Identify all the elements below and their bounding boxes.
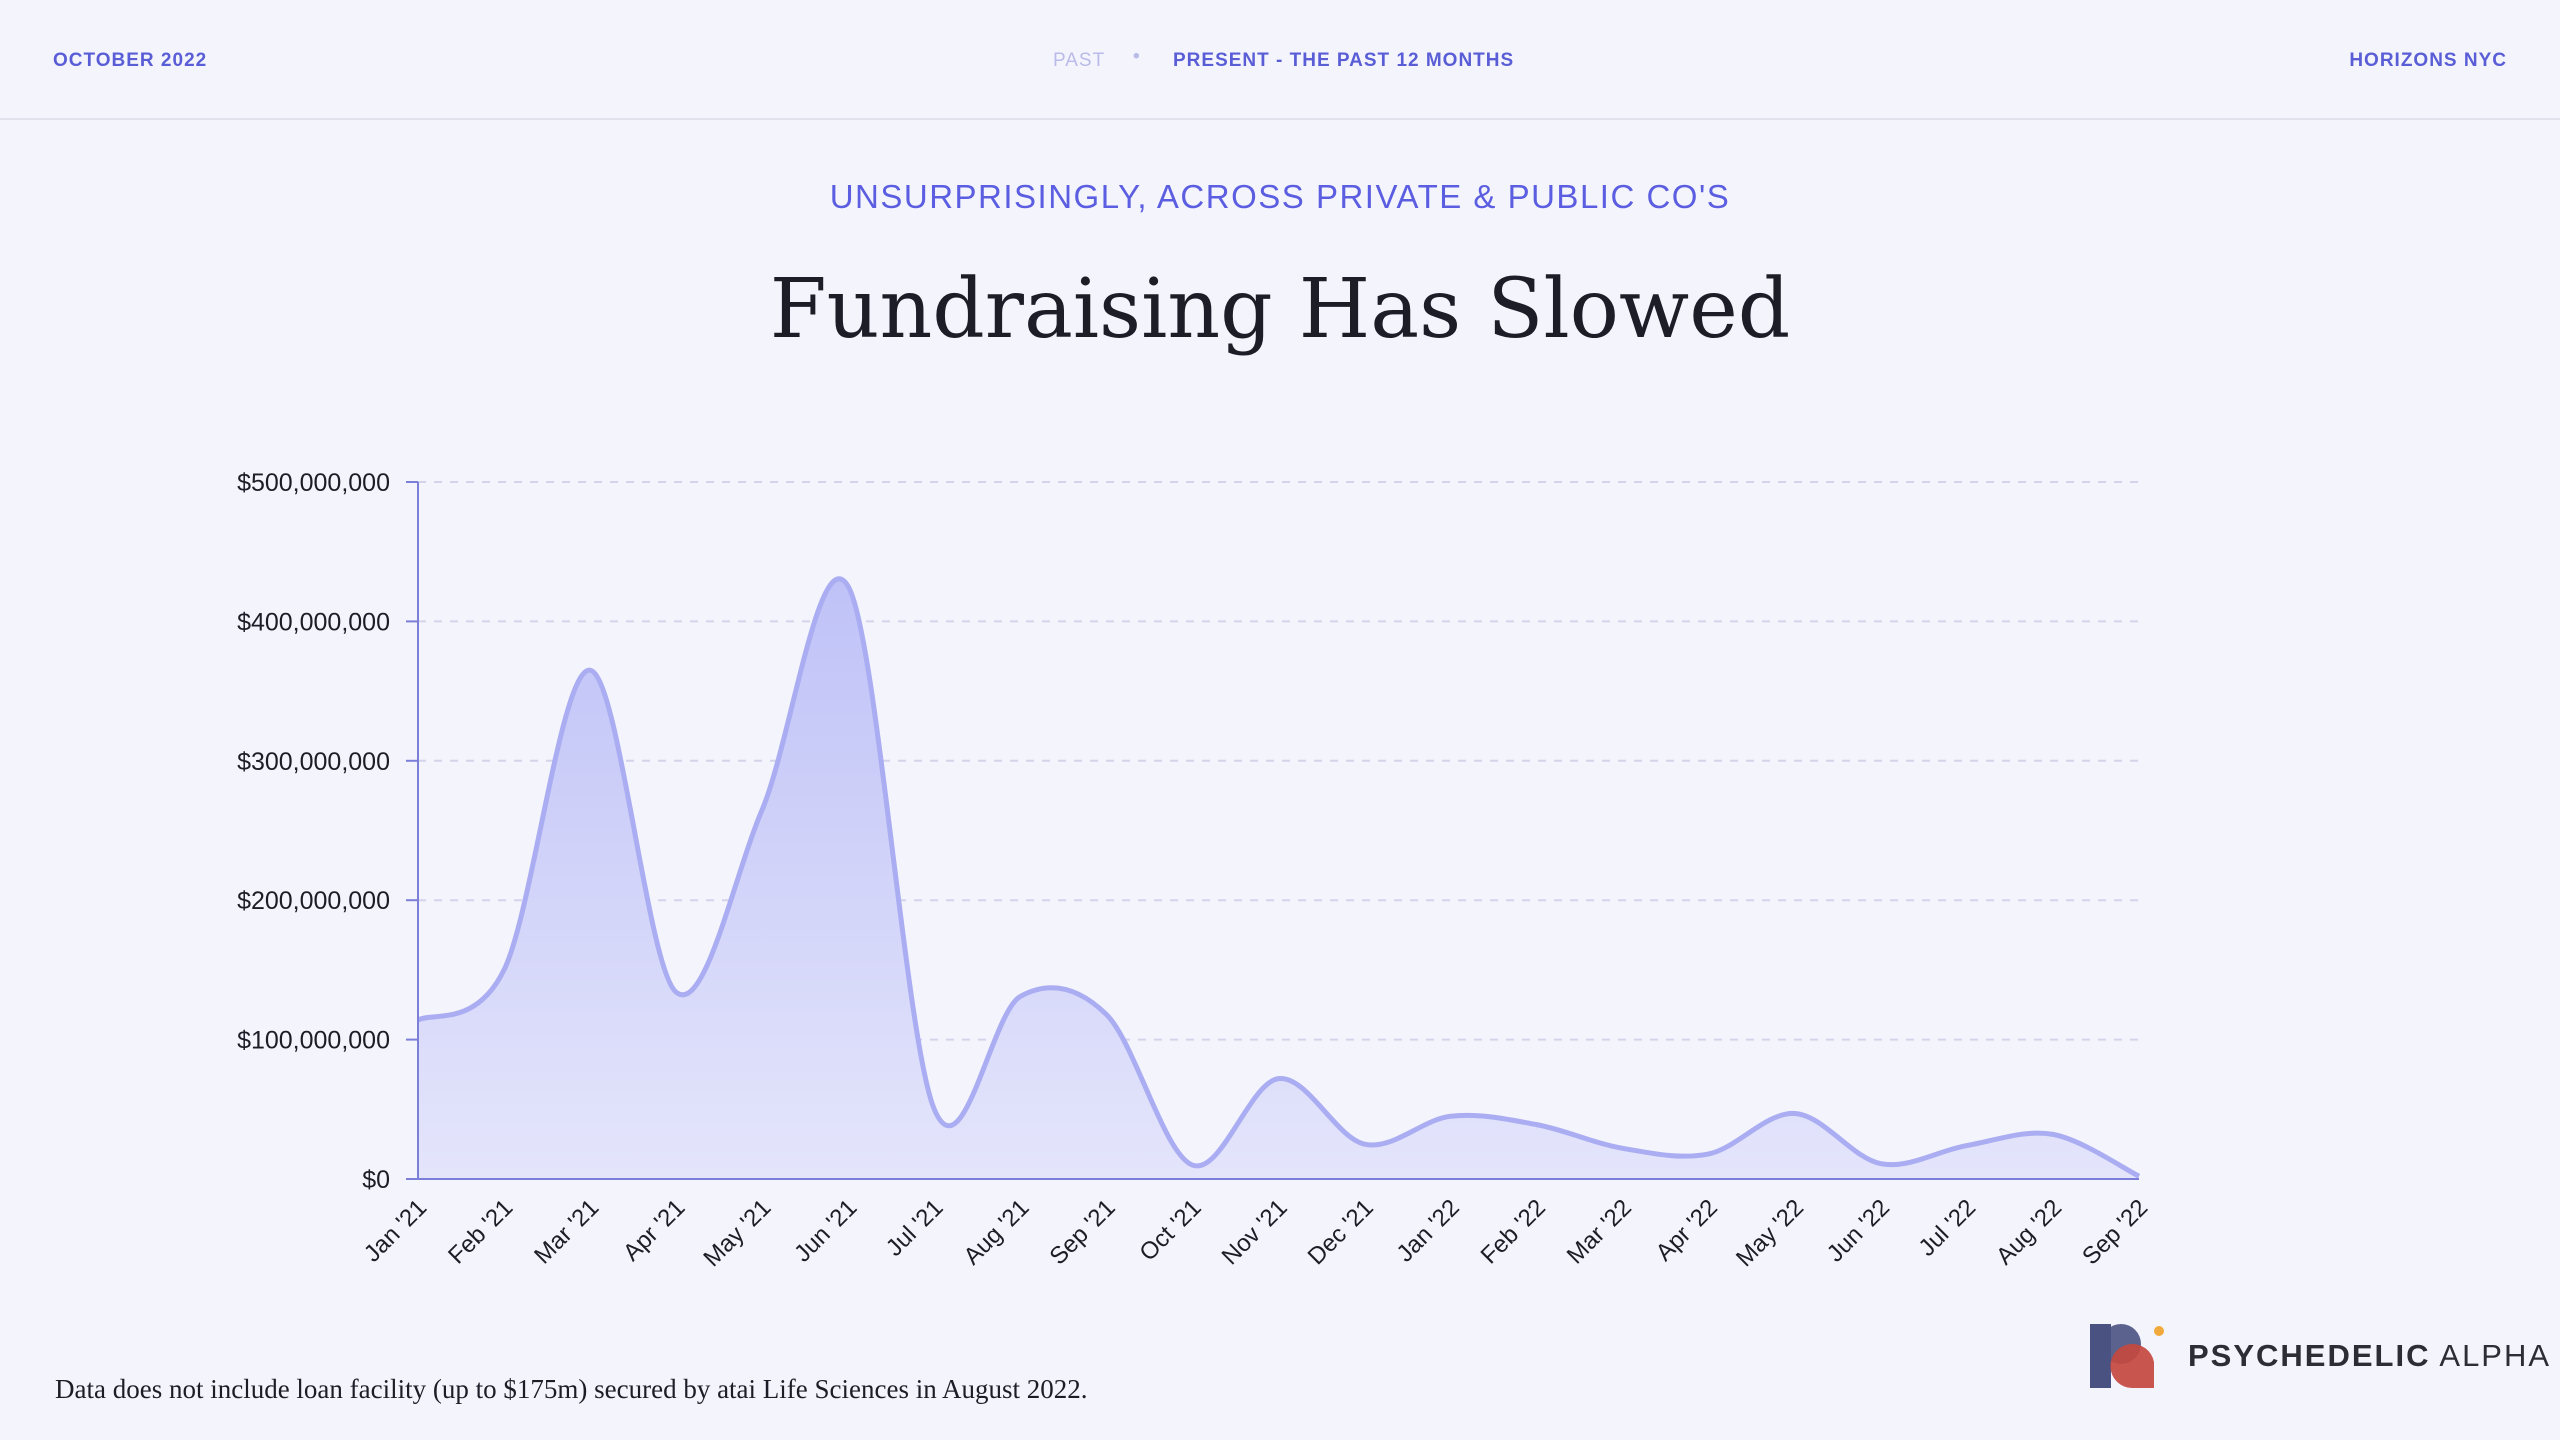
header-event: HORIZONS NYC xyxy=(2349,50,2507,71)
psychedelic-alpha-logo-icon xyxy=(2090,1324,2164,1388)
x-tick-label: Oct '21 xyxy=(1134,1194,1206,1266)
brand-name: PSYCHEDELIC ALPHA xyxy=(2188,1338,2551,1374)
gridlines xyxy=(418,481,2139,1041)
y-tick-label: $300,000,000 xyxy=(237,748,390,776)
brand-word-2: ALPHA xyxy=(2439,1338,2552,1373)
x-tick-label: Aug '22 xyxy=(1991,1194,2067,1270)
header-date: OCTOBER 2022 xyxy=(53,50,208,71)
x-tick-label: May '21 xyxy=(698,1194,776,1272)
header-present: PRESENT - THE PAST 12 MONTHS xyxy=(1173,50,1515,71)
x-tick-label: Feb '22 xyxy=(1476,1194,1551,1269)
header-separator: • xyxy=(1133,46,1141,67)
axes xyxy=(406,481,2139,1180)
y-tick-label: $0 xyxy=(362,1166,390,1194)
x-tick-label: Feb '21 xyxy=(443,1194,518,1269)
area-fill xyxy=(418,578,2139,1179)
x-tick-label: Apr '21 xyxy=(618,1194,690,1266)
x-tick-label: Sep '22 xyxy=(2077,1194,2153,1270)
x-tick-label: May '22 xyxy=(1731,1194,1809,1272)
y-tick-label: $200,000,000 xyxy=(237,887,390,915)
series-line xyxy=(416,576,2141,1179)
x-tick-label: Mar '21 xyxy=(529,1194,604,1269)
x-tick-label: Jun '21 xyxy=(789,1194,862,1267)
x-tick-label: Sep '21 xyxy=(1045,1194,1121,1270)
footnote: Data does not include loan facility (up … xyxy=(55,1374,1088,1404)
brand-word-1: PSYCHEDELIC xyxy=(2188,1338,2431,1373)
x-tick-label: Jul '22 xyxy=(1914,1194,1982,1262)
x-tick-label: Nov '21 xyxy=(1217,1194,1293,1270)
header-past: PAST xyxy=(1053,50,1106,71)
x-tick-label: Jun '22 xyxy=(1822,1194,1895,1267)
area-chart: $0 $100,000,000 $200,000,000 $300,000,000 $4… xyxy=(237,469,2153,1272)
y-tick-label: $100,000,000 xyxy=(237,1027,390,1055)
chart-title: Fundraising Has Slowed xyxy=(769,262,1791,357)
y-tick-labels: $0 $100,000,000 $200,000,000 $300,000,000 $4… xyxy=(237,469,390,1194)
x-tick-label: Jul '21 xyxy=(881,1194,949,1262)
y-tick-label: $400,000,000 xyxy=(237,608,390,636)
x-tick-label: Jan '22 xyxy=(1392,1194,1465,1267)
x-tick-label: Apr '22 xyxy=(1651,1194,1723,1266)
x-tick-label: Mar '22 xyxy=(1562,1194,1637,1269)
x-tick-labels: Jan '21 Feb '21 Mar '21 Apr '21 May '21 Jun '… xyxy=(359,1194,2153,1272)
slide-subtitle: UNSURPRISINGLY, ACROSS PRIVATE & PUBLIC … xyxy=(829,178,1731,215)
header-bar: OCTOBER 2022 PAST • PRESENT - THE PAST 1… xyxy=(0,0,2560,120)
x-tick-label: Dec '21 xyxy=(1303,1194,1379,1270)
x-tick-label: Jan '21 xyxy=(359,1194,432,1267)
x-tick-label: Aug '21 xyxy=(958,1194,1034,1270)
y-tick-label: $500,000,000 xyxy=(237,469,390,497)
